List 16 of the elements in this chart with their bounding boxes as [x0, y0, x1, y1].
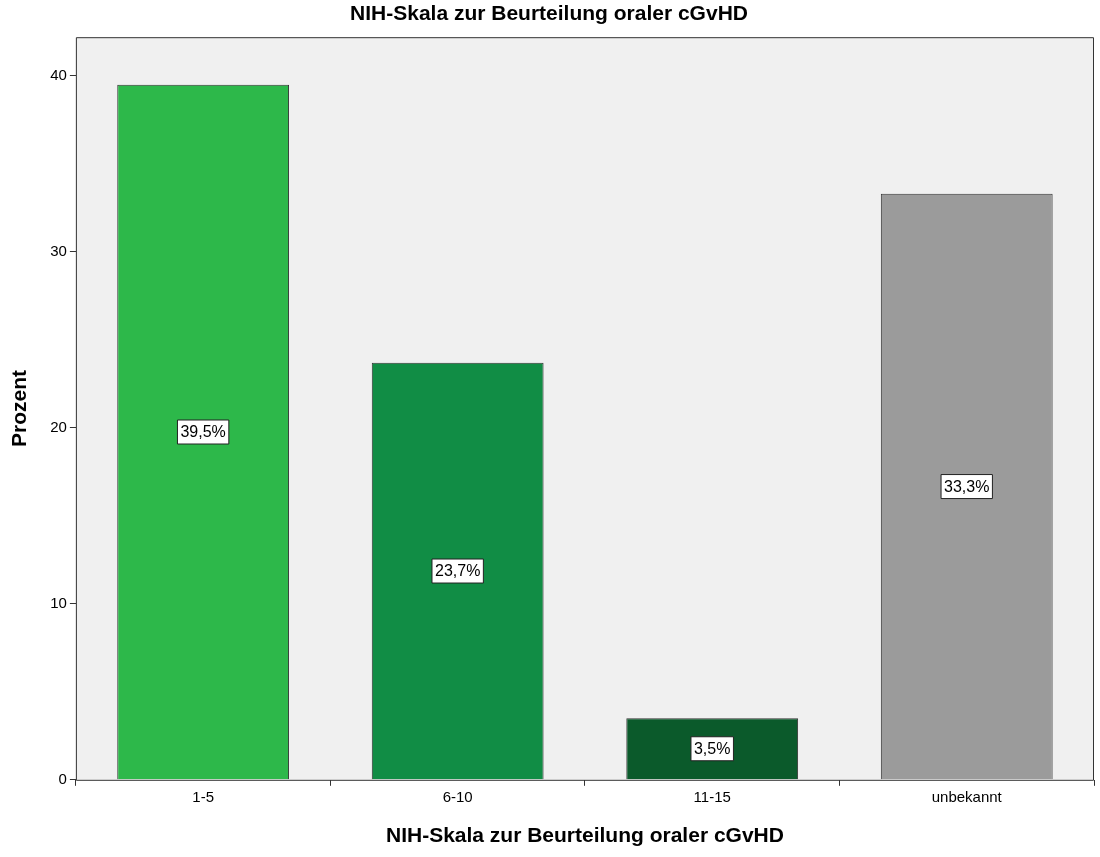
x-tick-label: unbekannt	[931, 787, 1003, 805]
y-tick-label: 20	[50, 418, 67, 435]
y-axis-title: Prozent	[7, 369, 31, 448]
x-tick-label: 6-10	[442, 787, 473, 805]
x-axis-title: NIH-Skala zur Beurteilung oraler cGvHD	[385, 823, 784, 847]
y-tick-label: 0	[58, 769, 67, 787]
data-label: 33,3%	[944, 477, 990, 495]
y-tick-label: 30	[50, 242, 67, 260]
data-label: 23,7%	[434, 562, 481, 580]
x-tick-label: 1-5	[192, 787, 214, 805]
y-tick-label: 40	[50, 66, 67, 84]
data-label: 39,5%	[180, 423, 226, 441]
x-tick-label: 11-15	[693, 787, 731, 805]
data-label: 3,5%	[693, 740, 731, 758]
y-tick-label: 10	[50, 593, 67, 611]
chart-title: NIH-Skala zur Beurteilung oraler cGvHD	[350, 1, 748, 25]
